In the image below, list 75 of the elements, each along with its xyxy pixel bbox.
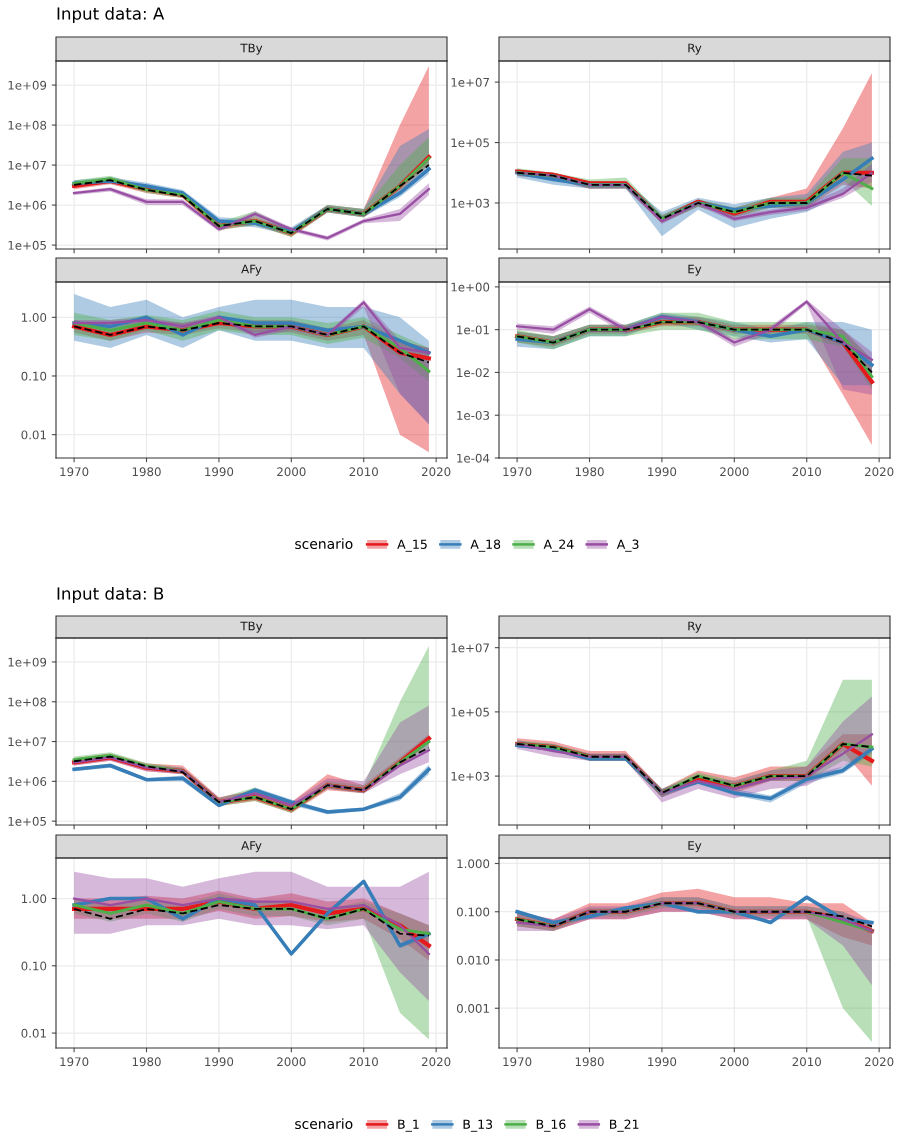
y-tick-label: 1.000 <box>457 859 490 869</box>
y-tick-label: 0.100 <box>456 907 490 917</box>
x-tick-label: 1990 <box>205 467 234 477</box>
x-tick-label: 1970 <box>503 1057 532 1067</box>
y-tick-label: 1e+05 <box>451 707 489 717</box>
chart-title: Ry <box>688 621 702 633</box>
y-tick-label: 1.00 <box>21 313 47 322</box>
y-tick-label: 1e-04 <box>457 453 490 463</box>
y-tick-label: 1e+08 <box>8 120 47 130</box>
x-tick-label: 2010 <box>349 1057 378 1067</box>
legend-label: B_13 <box>463 1119 493 1132</box>
x-tick-label: 2020 <box>864 1057 894 1067</box>
y-tick-label: 1e+00 <box>451 282 490 292</box>
chart-title: Ry <box>688 43 702 55</box>
x-tick-label: 1980 <box>132 1057 161 1067</box>
y-tick-label: 1e+07 <box>8 160 46 170</box>
x-tick-label: 2000 <box>720 467 749 477</box>
y-tick-label: 0.01 <box>21 1028 46 1038</box>
y-tick-label: 1.00 <box>21 894 47 904</box>
chart-title: TBy <box>240 621 263 633</box>
y-tick-label: 0.10 <box>21 371 47 381</box>
legend-label: A_18 <box>470 539 501 552</box>
x-tick-label: 2020 <box>864 467 894 477</box>
x-tick-label: 2020 <box>421 467 451 477</box>
y-tick-label: 1e+05 <box>451 138 489 148</box>
x-tick-label: 1980 <box>575 1057 604 1067</box>
y-tick-label: 1e+09 <box>8 657 47 667</box>
y-tick-label: 1e+03 <box>451 771 490 781</box>
y-tick-label: 1e+06 <box>8 200 47 210</box>
x-tick-label: 1970 <box>60 1057 89 1067</box>
y-tick-label: 1e+07 <box>451 77 489 87</box>
text: Input data: B <box>57 586 164 604</box>
legend-title: scenario <box>295 1118 353 1130</box>
x-tick-label: 1970 <box>503 467 532 477</box>
x-tick-label: 1990 <box>648 467 677 477</box>
y-tick-label: 1e-01 <box>457 325 489 335</box>
y-tick-label: 1e-03 <box>457 410 490 420</box>
y-tick-label: 0.01 <box>21 430 46 440</box>
x-tick-label: 1980 <box>575 467 604 477</box>
y-tick-label: 1e+05 <box>8 816 46 826</box>
y-tick-label: 0.001 <box>456 1003 489 1013</box>
y-tick-label: 1e+07 <box>8 737 46 747</box>
chart-title: AFy <box>241 841 262 853</box>
x-tick-label: 2000 <box>277 467 306 477</box>
legend-label: A_15 <box>397 539 427 552</box>
y-tick-label: 1e+05 <box>8 240 46 250</box>
chart-title: AFy <box>241 264 262 276</box>
x-tick-label: 1990 <box>648 1057 677 1067</box>
legend-title: scenario <box>295 538 353 550</box>
x-tick-label: 2010 <box>349 467 378 477</box>
legend-label: B_1 <box>398 1119 419 1132</box>
x-tick-label: 2000 <box>720 1057 749 1067</box>
y-tick-label: 1e-02 <box>457 368 489 378</box>
x-tick-label: 2000 <box>277 1057 306 1067</box>
text: Input data: A <box>57 6 165 24</box>
chart-title: Ey <box>688 841 702 853</box>
chart-title: Ey <box>688 264 702 276</box>
legend-label: A_24 <box>543 539 574 552</box>
y-tick-label: 1e+03 <box>451 198 490 208</box>
x-tick-label: 1980 <box>132 467 161 477</box>
y-tick-label: 1e+09 <box>8 80 47 90</box>
chart-title: TBy <box>240 43 263 55</box>
legend-label: B_21 <box>610 1119 639 1132</box>
legend-label: B_16 <box>536 1119 566 1132</box>
x-tick-label: 1970 <box>60 467 89 477</box>
y-tick-label: 0.010 <box>456 955 490 965</box>
y-tick-label: 1e+06 <box>8 777 47 786</box>
x-tick-label: 2010 <box>792 467 821 477</box>
y-tick-label: 1e+07 <box>451 643 489 653</box>
x-tick-label: 1990 <box>205 1057 234 1067</box>
y-tick-label: 0.10 <box>21 961 47 971</box>
legend-label: A_3 <box>616 539 639 552</box>
x-tick-label: 2020 <box>421 1057 451 1067</box>
x-tick-label: 2010 <box>792 1057 821 1067</box>
y-tick-label: 1e+08 <box>8 697 47 707</box>
